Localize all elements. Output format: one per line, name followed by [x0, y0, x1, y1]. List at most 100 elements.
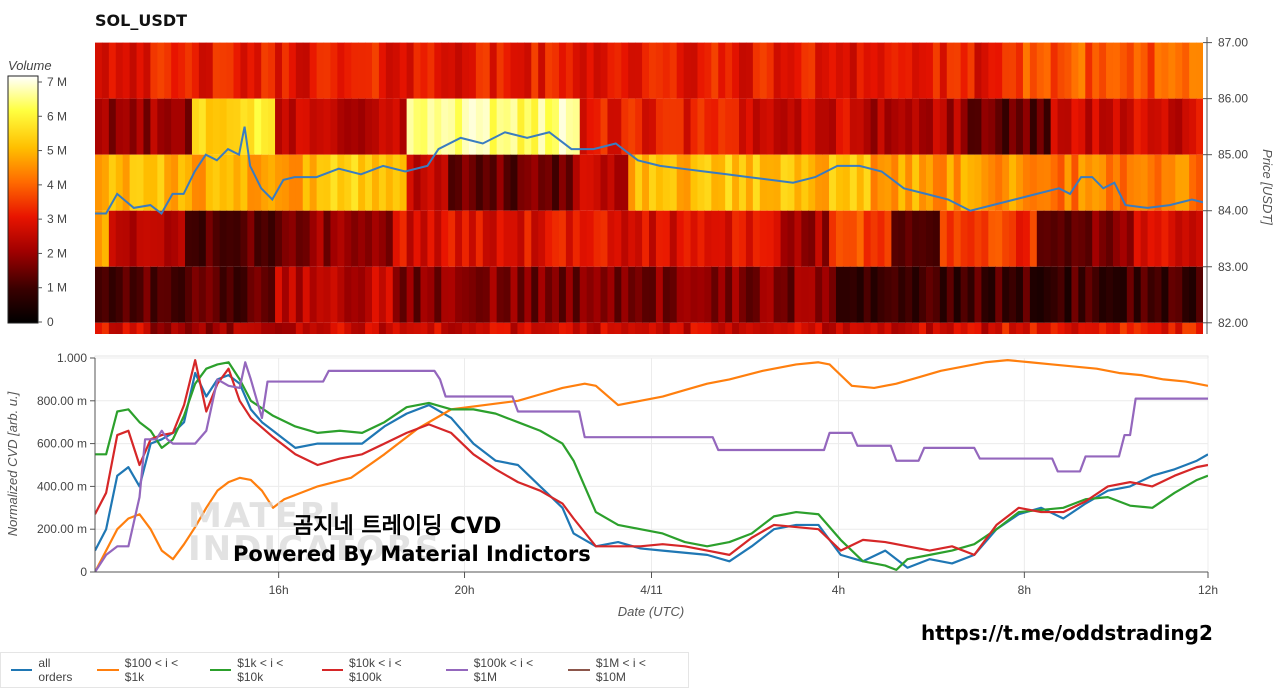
heatmap-cell [1147, 210, 1156, 267]
heatmap-cell [392, 154, 401, 211]
heatmap-cell [413, 98, 422, 155]
heatmap-cell [385, 98, 394, 155]
legend-item[interactable]: $10k < i < $100k [321, 656, 436, 684]
heatmap-cell [1009, 42, 1017, 99]
heatmap-cell [372, 98, 380, 155]
heatmap-cell [1126, 266, 1135, 323]
heatmap-cell [524, 154, 532, 211]
heatmap-cell [565, 210, 574, 267]
heatmap-cell [212, 98, 221, 155]
heatmap-cell [558, 42, 567, 99]
heatmap-cell [1147, 266, 1156, 323]
heatmap-cell [711, 210, 719, 267]
heatmap-cell [1140, 154, 1149, 211]
heatmap-cell [337, 154, 345, 211]
heatmap-cell [281, 322, 290, 334]
heatmap-cell [974, 210, 982, 267]
heatmap-cell [510, 42, 519, 99]
heatmap-cell [697, 322, 705, 334]
heatmap-cell [711, 98, 719, 155]
colorbar-tick: 5 M [47, 144, 67, 158]
heatmap-cell [808, 266, 816, 323]
heatmap-cell [690, 322, 699, 334]
legend-label: $100 < i < $1k [124, 656, 179, 684]
heatmap-cell [1064, 210, 1073, 267]
heatmap-cell [531, 98, 539, 155]
heatmap-cell [1002, 322, 1010, 334]
heatmap-cell [365, 322, 373, 334]
heatmap-cell [912, 210, 920, 267]
heatmap-cell [1119, 322, 1128, 334]
legend-swatch [446, 669, 468, 671]
heatmap-cell [593, 266, 602, 323]
heatmap-cell [932, 98, 941, 155]
heatmap-cell [365, 98, 373, 155]
heatmap-cell [413, 154, 422, 211]
heatmap-cell [358, 98, 366, 155]
heatmap-cell [579, 98, 588, 155]
heatmap-cell [1092, 154, 1100, 211]
cvd-y-tick-label: 200.00 m [37, 522, 87, 536]
heatmap-cell [1036, 154, 1045, 211]
cvd-x-tick-label: 4h [832, 583, 845, 597]
heatmap-cell [406, 266, 415, 323]
heatmap-cell [330, 210, 338, 267]
legend-item[interactable]: all orders [11, 656, 86, 684]
colorbar-tick: 2 M [47, 246, 67, 260]
heatmap-cell [545, 210, 553, 267]
heatmap-cell [281, 266, 290, 323]
heatmap-cell [482, 210, 491, 267]
heatmap-cell [1168, 322, 1176, 334]
legend-item[interactable]: $1k < i < $10k [209, 656, 311, 684]
legend-item[interactable]: $100k < i < $1M [446, 656, 557, 684]
heatmap-cell [358, 322, 366, 334]
legend-item[interactable]: $1M < i < $10M [568, 656, 677, 684]
heatmap-cell [1002, 266, 1010, 323]
heatmap-cell [1175, 98, 1183, 155]
heatmap-cell [524, 98, 532, 155]
heatmap-cell [143, 266, 151, 323]
heatmap-cell [593, 154, 602, 211]
heatmap-cell [427, 210, 435, 267]
colorbar-ticks: 7 M 6 M 5 M 4 M 3 M 2 M 1 M 0 [38, 75, 67, 329]
heatmap-cell [1196, 210, 1203, 267]
heatmap-cell [780, 210, 789, 267]
heatmap-cell [1133, 154, 1142, 211]
heatmap-cell [815, 42, 823, 99]
heatmap-cell [1009, 322, 1017, 334]
heatmap-cell [600, 266, 609, 323]
heatmap-cell [1106, 42, 1114, 99]
heatmap-cell [1196, 98, 1203, 155]
heatmap-cell [829, 42, 837, 99]
heatmap-cell [586, 154, 595, 211]
heatmap-cell [759, 154, 768, 211]
heatmap-cell [794, 154, 802, 211]
telegram-link[interactable]: https://t.me/oddstrading2 [921, 621, 1213, 645]
heatmap-cell [219, 266, 228, 323]
heatmap-cell [877, 98, 886, 155]
heatmap-cell [926, 154, 934, 211]
heatmap-cell [309, 210, 318, 267]
heatmap-cell [1126, 154, 1135, 211]
heatmap-cell [842, 98, 851, 155]
legend-item[interactable]: $100 < i < $1k [97, 656, 198, 684]
heatmap-cell [240, 322, 248, 334]
heatmap-cell [856, 322, 865, 334]
heatmap-cell [829, 266, 837, 323]
heatmap-cell [475, 154, 484, 211]
heatmap-cell [1043, 210, 1052, 267]
heatmap-cell [545, 322, 553, 334]
heatmap-cell [337, 266, 345, 323]
heatmap-cell [732, 210, 740, 267]
heatmap-cell [579, 266, 588, 323]
heatmap-cell [552, 210, 560, 267]
heatmap-cell [330, 42, 338, 99]
heatmap-cell [669, 322, 678, 334]
heatmap-cell [448, 42, 456, 99]
heatmap-cell [739, 42, 747, 99]
heatmap-cell [427, 322, 435, 334]
heatmap-cell [323, 322, 332, 334]
heatmap-cell [974, 98, 982, 155]
heatmap-cell [1092, 322, 1100, 334]
heatmap-cell [572, 266, 581, 323]
